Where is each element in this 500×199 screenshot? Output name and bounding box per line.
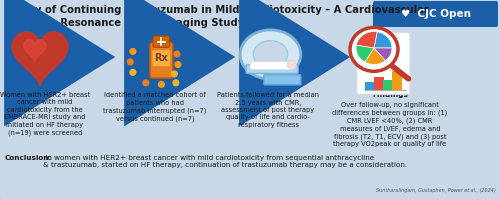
Text: Conclusion:: Conclusion:	[5, 155, 52, 161]
Circle shape	[174, 51, 180, 57]
Text: Identified a matched cohort of
patients who had
trastuzumab interrupted (n=7)
ve: Identified a matched cohort of patients …	[104, 92, 206, 122]
Text: Safety of Continuing Trastuzumab in Mild Cardiotoxicity – A Cardiovascular
Magne: Safety of Continuing Trastuzumab in Mild…	[5, 5, 429, 28]
Bar	[374, 77, 384, 91]
Polygon shape	[24, 40, 46, 61]
FancyBboxPatch shape	[250, 61, 294, 70]
FancyBboxPatch shape	[373, 1, 498, 27]
FancyBboxPatch shape	[150, 43, 173, 78]
Circle shape	[158, 81, 164, 87]
Ellipse shape	[254, 41, 288, 68]
Circle shape	[143, 80, 148, 86]
Circle shape	[130, 69, 136, 75]
Wedge shape	[356, 45, 374, 62]
Ellipse shape	[240, 30, 301, 79]
Circle shape	[128, 59, 133, 65]
Bar	[383, 80, 393, 91]
FancyBboxPatch shape	[264, 75, 301, 85]
Circle shape	[130, 49, 136, 54]
Wedge shape	[356, 32, 377, 48]
Text: Suntharalingam, Gustaphen, Power et al., (2024): Suntharalingam, Gustaphen, Power et al.,…	[376, 188, 496, 193]
Circle shape	[175, 62, 181, 67]
FancyBboxPatch shape	[152, 50, 171, 67]
Text: Women with HER2+ breast
cancer with mild
cardiotoxicity from the
EMBRACE-MRI stu: Women with HER2+ breast cancer with mild…	[0, 92, 90, 136]
Text: Findings: Findings	[372, 92, 408, 98]
FancyBboxPatch shape	[153, 36, 170, 47]
Text: Rx: Rx	[154, 53, 168, 63]
Polygon shape	[12, 32, 68, 86]
Bar	[392, 71, 402, 91]
Circle shape	[350, 27, 398, 71]
Wedge shape	[374, 32, 392, 48]
Circle shape	[287, 60, 296, 69]
Text: Patients followed for a median
2.5 years with CMR,
assessment of post therapy
qu: Patients followed for a median 2.5 years…	[217, 92, 319, 128]
Text: ♥  CJC Open: ♥ CJC Open	[401, 9, 471, 19]
Circle shape	[172, 71, 177, 77]
Wedge shape	[365, 48, 386, 64]
Wedge shape	[374, 48, 392, 61]
FancyBboxPatch shape	[246, 65, 298, 73]
Circle shape	[173, 80, 179, 86]
FancyBboxPatch shape	[357, 32, 410, 95]
Bar	[365, 82, 375, 91]
Text: Over follow-up, no significant
differences between groups in: (1)
CMR LVEF <40%,: Over follow-up, no significant differenc…	[332, 102, 448, 147]
Text: In women with HER2+ breast cancer with mild cardiotoxicity from sequential anthr: In women with HER2+ breast cancer with m…	[43, 155, 407, 169]
